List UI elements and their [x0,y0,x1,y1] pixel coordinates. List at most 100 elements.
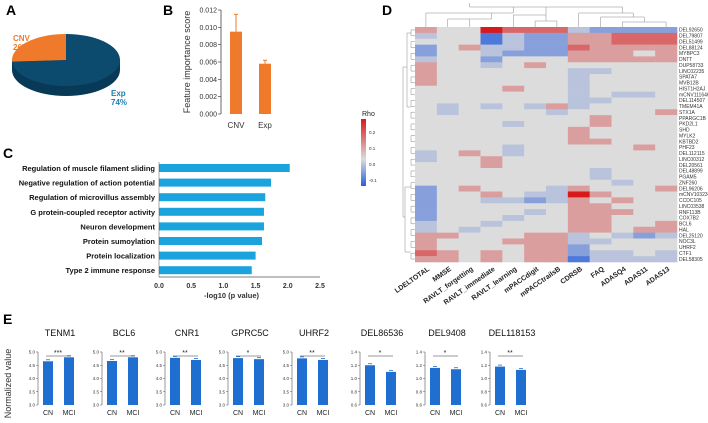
colorbar [361,119,366,186]
heatmap-cell [546,74,569,81]
y-tick-label: 3.5 [156,389,163,394]
y-tick-label: 4.0 [283,376,290,381]
heatmap-cell [524,220,547,228]
x-tick-label: 2.5 [315,283,325,290]
heatmap-cell [458,150,481,157]
x-tick-label: 1.5 [251,283,261,290]
subplot-cnr1: CNR1 3.0 3.5 4.0 4.5 5.0 CN MCI ** [156,328,203,417]
heatmap-cell [611,27,634,34]
heatmap-cell [502,68,525,75]
heatmap-cell [458,191,481,198]
heatmap-cell [567,56,590,63]
heatmap-cell [611,32,634,40]
heatmap-cell [524,121,547,128]
term-label: Regulation of muscle filament sliding [22,164,155,173]
row-label: DEL114507 [679,98,705,104]
heatmap-cell [633,215,656,222]
heatmap-cell [546,244,569,251]
heatmap-cell [436,103,459,110]
significance-marker: ** [309,350,315,357]
heatmap-cell [655,250,678,257]
pie-label-cnv: CNV [13,34,31,43]
heatmap-cell [480,191,503,198]
heatmap-cell [502,238,525,245]
heatmap-cell [611,226,634,233]
y-tick-label: 5.0 [156,350,163,355]
heatmap-cell [415,156,438,163]
heatmap-cell [458,168,481,175]
heatmap-cell [567,68,590,75]
heatmap-cell [458,215,481,222]
heatmap-cell [655,209,678,216]
pie-label-exp: Exp [111,89,126,98]
heatmap-cell [633,56,656,63]
heatmap-cell [436,197,459,204]
y-tick-label: 4.5 [29,363,36,368]
heatmap-cell [655,56,678,63]
heatmap-cell [611,256,634,263]
heatmap-cell [611,85,634,92]
heatmap-cell [567,156,590,163]
term-label: Neuron development [80,222,155,231]
heatmap-cell [611,97,634,104]
heatmap-cell [480,185,503,192]
row-label: DEL79807 [679,34,703,40]
heatmap-cell [567,220,590,228]
row-label: DEL48899 [679,169,703,175]
heatmap-cell [480,56,503,63]
heatmap-cell [655,185,678,192]
heatmap-cell [567,97,590,104]
heatmap-cell [436,173,459,181]
bar-cn [365,365,375,405]
heatmap-cell [415,244,438,251]
enrichment-bar [159,222,264,231]
heatmap-cell [480,162,503,169]
heatmap-cell [436,44,459,51]
bar-cn [43,361,53,405]
heatmap-cell [655,138,678,145]
heatmap-cell [589,85,612,92]
heatmap-cell [611,62,634,69]
heatmap-cell [524,197,547,204]
heatmap-cell [502,156,525,163]
heatmap-cell [524,232,547,239]
heatmap-cell [567,132,590,139]
enrichment-bar [159,178,272,187]
heatmap-cell [524,85,547,92]
heatmap-cell [480,138,503,145]
heatmap-cell [480,32,503,40]
x-tick-label: CN [107,410,117,417]
heatmap-cell [502,226,525,233]
heatmap-cell [633,27,656,34]
heatmap-cell [480,74,503,81]
heatmap-cell [655,91,678,98]
heatmap-cell [546,97,569,104]
subplot-tenm1: TENM1 3.0 3.5 4.0 4.5 5.0 CN MCI *** [29,328,76,417]
heatmap-cell [567,197,590,204]
heatmap-cell [436,168,459,175]
heatmap-cell [589,38,612,45]
row-label: PGAM5 [679,175,697,181]
row-label: LINC00312 [679,157,705,163]
row-label: PKD2L1 [679,122,698,128]
heatmap-cell [524,156,547,163]
heatmap-cell [611,103,634,110]
y-tick-label: 3.5 [219,389,226,394]
row-label: NOC3L [679,239,696,245]
heatmap-cell [436,179,459,186]
heatmap-cell [480,244,503,251]
heatmap-cell [633,32,656,40]
heatmap-cell [415,126,438,134]
heatmap-cell [436,209,459,216]
y-tick-label: 0.006 [199,60,217,67]
y-tick-label: 1.4 [351,350,358,355]
heatmap-cell [415,79,438,87]
row-label: HIST1H2AJ [679,86,706,92]
heatmap-cell [611,191,634,198]
column-label: mPACCtrailsB [519,266,562,299]
bar-cn [233,358,243,405]
x-tick-label: MCI [385,410,398,417]
heatmap-cell [546,50,569,57]
heatmap-cell [567,50,590,57]
heatmap-cell [589,226,612,233]
